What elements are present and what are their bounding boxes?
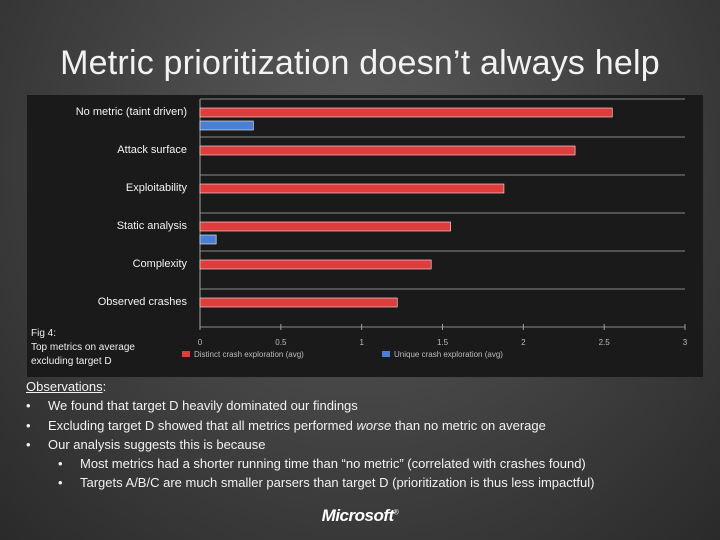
list-subitem: • Targets A/B/C are much smaller parsers … — [26, 473, 706, 492]
unique-crash-bar — [199, 234, 217, 245]
x-tick-label: 1 — [359, 338, 364, 347]
x-tick-label: 3 — [683, 338, 688, 347]
category-label: No metric (taint driven) — [76, 106, 187, 118]
category-label: Attack surface — [117, 144, 187, 156]
caption-line: excluding target D — [31, 356, 112, 367]
distinct-crash-bar — [199, 297, 398, 308]
observation-subtext: Targets A/B/C are much smaller parsers t… — [80, 475, 595, 491]
heading-colon: : — [102, 379, 107, 394]
observation-text: Excluding target D showed that all metri… — [48, 417, 357, 433]
x-tick-label: 1.5 — [437, 338, 449, 347]
bullet: • — [26, 417, 31, 433]
legend-label: Unique crash exploration (avg) — [394, 350, 503, 359]
observation-text: We found that target D heavily dominated… — [48, 398, 358, 414]
list-item: • Our analysis suggests this is because — [26, 435, 706, 454]
legend-swatch — [382, 351, 390, 357]
legend-swatch — [182, 351, 190, 357]
caption-line: Top metrics on average — [31, 342, 135, 353]
distinct-crash-bar — [199, 221, 451, 232]
distinct-crash-bar — [199, 107, 613, 118]
x-tick-label: 2.5 — [599, 338, 611, 347]
logo-text: Microsoft — [321, 506, 395, 525]
category-label: Exploitability — [126, 182, 188, 194]
x-tick-label: 0.5 — [275, 338, 287, 347]
x-tick-label: 0 — [198, 338, 203, 347]
logo-mark: ® — [393, 509, 399, 517]
bullet: • — [58, 475, 63, 491]
unique-crash-bar — [199, 120, 254, 131]
distinct-crash-bar — [199, 259, 432, 270]
caption-line: Fig 4: — [31, 328, 57, 339]
distinct-crash-bar — [199, 183, 505, 194]
list-subitem: • Most metrics had a shorter running time… — [26, 454, 706, 473]
legend-label: Distinct crash exploration (avg) — [194, 350, 304, 359]
observations-heading: Observations — [26, 379, 103, 394]
figure-caption: Fig 4: Top metrics on average excluding … — [31, 327, 171, 369]
list-item: • Excluding target D showed that all metr… — [26, 416, 706, 435]
x-tick-label: 2 — [521, 338, 526, 347]
observation-emphasis: worse — [356, 417, 392, 433]
slide-title: Metric prioritization doesn’t always hel… — [60, 44, 660, 82]
bullet: • — [26, 436, 31, 452]
observation-text: than no metric on average — [391, 417, 546, 433]
bullet: • — [26, 398, 31, 414]
observation-text: Our analysis suggests this is because — [48, 436, 266, 452]
observations: Observations: • We found that target D he… — [26, 377, 706, 493]
chart-panel: 0 0.5 1 1.5 2 2.5 3 No metric (taint driven) Att… — [27, 95, 703, 377]
bar-chart: 0 0.5 1 1.5 2 2.5 3 No metric (taint driven) Att… — [76, 98, 688, 359]
category-label: Complexity — [133, 258, 188, 270]
category-label: Observed crashes — [98, 296, 188, 308]
observation-subtext: Most metrics had a shorter running time … — [80, 456, 586, 472]
distinct-crash-bar — [199, 145, 576, 156]
list-item: • We found that target D heavily dominate… — [26, 396, 706, 415]
microsoft-logo: Microsoft® — [0, 506, 720, 526]
category-label: Static analysis — [117, 220, 188, 232]
bullet: • — [58, 456, 63, 472]
